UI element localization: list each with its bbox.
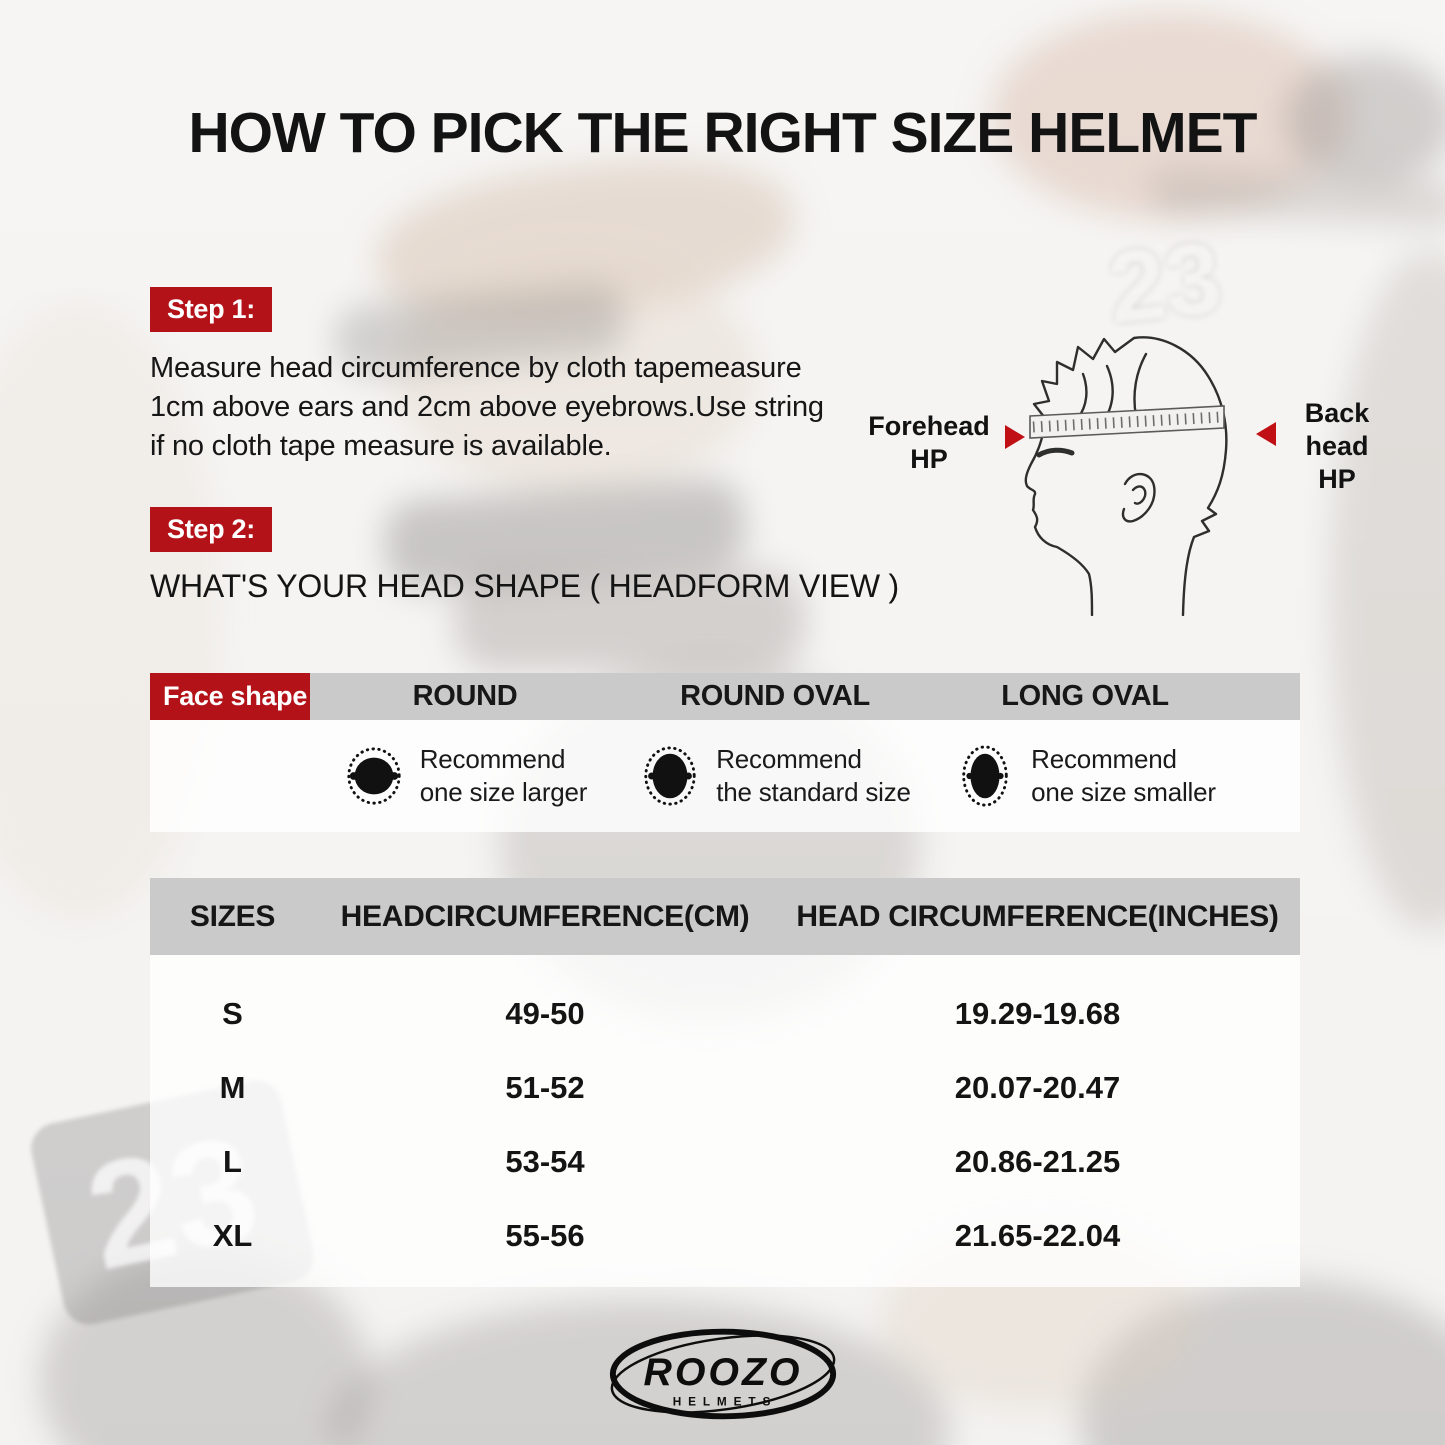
page-title: HOW TO PICK THE RIGHT SIZE HELMET [188, 101, 1258, 165]
step2-heading: WHAT'S YOUR HEAD SHAPE ( HEADFORM VIEW ) [150, 568, 899, 604]
cm-cell: 53-54 [505, 1144, 585, 1179]
cm-cell: 55-56 [505, 1218, 585, 1253]
inches-cell: 19.29-19.68 [954, 996, 1121, 1031]
face-shape-cell-round: Recommend one size larger [310, 720, 620, 832]
face-shape-body-row: Recommend one size larger Recommend the … [150, 720, 1300, 832]
face-shape-cell-round-oval: Recommend the standard size [620, 720, 930, 832]
face-shape-cell-long-oval: Recommend one size smaller [930, 720, 1240, 832]
face-shape-badge: Face shape [150, 673, 310, 720]
face-shape-header-round: ROUND [412, 680, 518, 712]
step1-badge: Step 1: [150, 287, 272, 332]
face-shape-header-row: Face shape ROUND ROUND OVAL LONG OVAL [150, 673, 1300, 720]
step1-instructions: Measure head circumference by cloth tape… [150, 352, 824, 462]
size-cell: S [222, 996, 243, 1031]
size-cell: M [219, 1070, 246, 1105]
round-oval-headform-icon [644, 746, 696, 806]
backhead-arrow-icon [1256, 422, 1276, 446]
backhead-hp-label: Back head HP [1304, 398, 1370, 494]
brand-subtitle: HELMETS [672, 1394, 777, 1408]
cm-cell: 49-50 [505, 996, 585, 1031]
size-table-header-sizes: SIZES [189, 899, 276, 933]
size-table-header-inches: HEAD CIRCUMFERENCE(INCHES) [796, 899, 1279, 933]
forehead-arrow-icon [1005, 425, 1025, 449]
table-row: S 49-50 19.29-19.68 [150, 977, 1300, 1051]
size-table-header-row: SIZES HEADCIRCUMFERENCE(CM) HEAD CIRCUMF… [150, 878, 1300, 955]
face-shape-recommendation: Recommend the standard size [716, 744, 911, 807]
face-shape-spacer [150, 720, 310, 832]
measuring-tape [1029, 405, 1225, 439]
cm-cell: 51-52 [505, 1070, 585, 1105]
size-cell: XL [212, 1218, 253, 1253]
inches-cell: 21.65-22.04 [954, 1218, 1121, 1253]
face-shape-header-round-oval: ROUND OVAL [680, 680, 870, 712]
inches-cell: 20.86-21.25 [954, 1144, 1121, 1179]
head-measure-diagram: Forehead HP Back head HP [860, 322, 1410, 627]
step2-badge: Step 2: [150, 507, 272, 552]
size-table: SIZES HEADCIRCUMFERENCE(CM) HEAD CIRCUMF… [150, 878, 1300, 1287]
table-row: M 51-52 20.07-20.47 [150, 1051, 1300, 1125]
forehead-hp-label: Forehead HP [868, 411, 990, 474]
inches-cell: 20.07-20.47 [954, 1070, 1121, 1105]
face-shape-header-long-oval: LONG OVAL [1001, 680, 1169, 712]
head-profile-illustration [1024, 336, 1228, 616]
long-oval-headform-icon [962, 745, 1008, 807]
face-shape-recommendation: Recommend one size larger [419, 744, 588, 807]
brand-name: ROOZO [643, 1350, 802, 1394]
size-table-header-cm: HEADCIRCUMFERENCE(CM) [340, 899, 750, 933]
size-cell: L [223, 1144, 242, 1179]
size-table-body: S 49-50 19.29-19.68 M 51-52 20.07-20.47 … [150, 955, 1300, 1287]
face-shape-table: Face shape ROUND ROUND OVAL LONG OVAL Re… [150, 673, 1300, 832]
table-row: L 53-54 20.86-21.25 [150, 1125, 1300, 1199]
round-headform-icon [347, 747, 401, 805]
face-shape-recommendation: Recommend one size smaller [1031, 744, 1216, 807]
brand-logo: ROOZO HELMETS [609, 1328, 836, 1420]
table-row: XL 55-56 21.65-22.04 [150, 1199, 1300, 1273]
